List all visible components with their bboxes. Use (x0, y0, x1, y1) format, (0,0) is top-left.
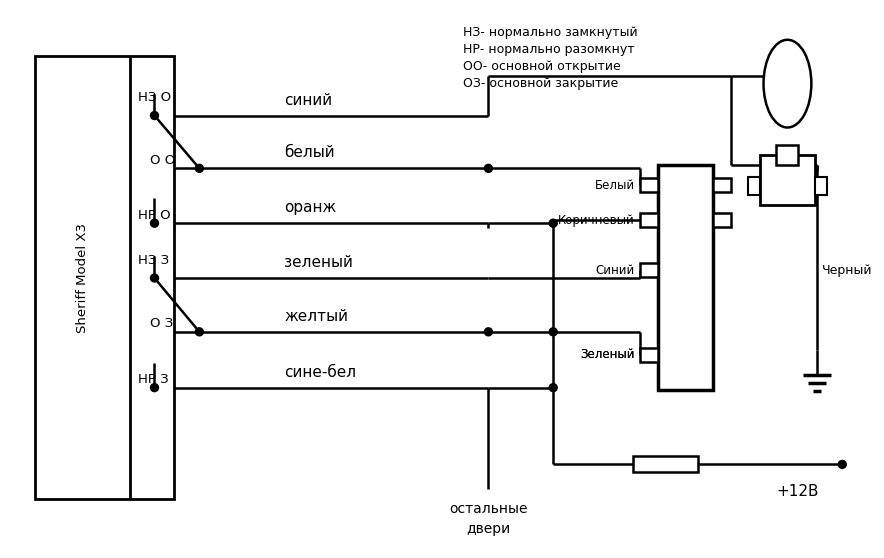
Bar (748, 177, 759, 195)
Text: Белый: Белый (595, 179, 635, 192)
Text: Зеленый: Зеленый (581, 348, 635, 361)
Text: О О: О О (149, 154, 175, 167)
Circle shape (195, 165, 203, 172)
Text: НР О: НР О (138, 209, 171, 222)
Text: оранж: оранж (284, 200, 336, 215)
Text: Sheriff Model X3: Sheriff Model X3 (76, 223, 88, 333)
Circle shape (549, 328, 557, 336)
Circle shape (484, 328, 492, 336)
Text: Синий: Синий (596, 263, 635, 277)
Circle shape (549, 384, 557, 392)
Text: НЗ О: НЗ О (138, 91, 171, 104)
Bar (713, 213, 731, 227)
Circle shape (195, 328, 203, 336)
Circle shape (484, 165, 492, 172)
Text: НР- нормально разомкнут: НР- нормально разомкнут (463, 43, 635, 56)
Text: НЗ- нормально замкнутый: НЗ- нормально замкнутый (463, 26, 638, 39)
Text: Черный: Черный (822, 263, 873, 277)
Text: зеленый: зеленый (284, 255, 353, 270)
Bar (640, 179, 658, 193)
Circle shape (150, 219, 158, 227)
Circle shape (838, 460, 846, 468)
Bar (633, 456, 697, 473)
Text: НР З: НР З (138, 373, 168, 386)
Bar (640, 348, 658, 362)
Bar (759, 155, 815, 205)
Text: сине-бел: сине-бел (284, 365, 356, 379)
Text: ОО- основной открытие: ОО- основной открытие (463, 60, 621, 73)
Text: желтый: желтый (284, 309, 348, 324)
Text: О З: О З (149, 318, 172, 330)
Circle shape (549, 219, 557, 227)
Circle shape (150, 274, 158, 282)
Text: синий: синий (284, 93, 332, 108)
Text: двери: двери (466, 522, 511, 536)
Text: белый: белый (284, 146, 335, 160)
Bar (815, 177, 827, 195)
Text: ОЗ- основной закрытие: ОЗ- основной закрытие (463, 76, 619, 90)
Text: НЗ З: НЗ З (138, 253, 169, 267)
Text: Зеленый: Зеленый (581, 348, 635, 361)
Circle shape (150, 384, 158, 392)
Bar (776, 146, 798, 165)
Bar (640, 263, 658, 277)
Circle shape (150, 112, 158, 119)
Text: +12В: +12В (776, 484, 819, 499)
Ellipse shape (764, 40, 812, 127)
Bar (713, 179, 731, 193)
Bar (34, 56, 174, 499)
Text: Коричневый: Коричневый (558, 214, 635, 227)
Bar (658, 165, 713, 389)
Bar (640, 213, 658, 227)
Text: остальные: остальные (449, 502, 528, 516)
